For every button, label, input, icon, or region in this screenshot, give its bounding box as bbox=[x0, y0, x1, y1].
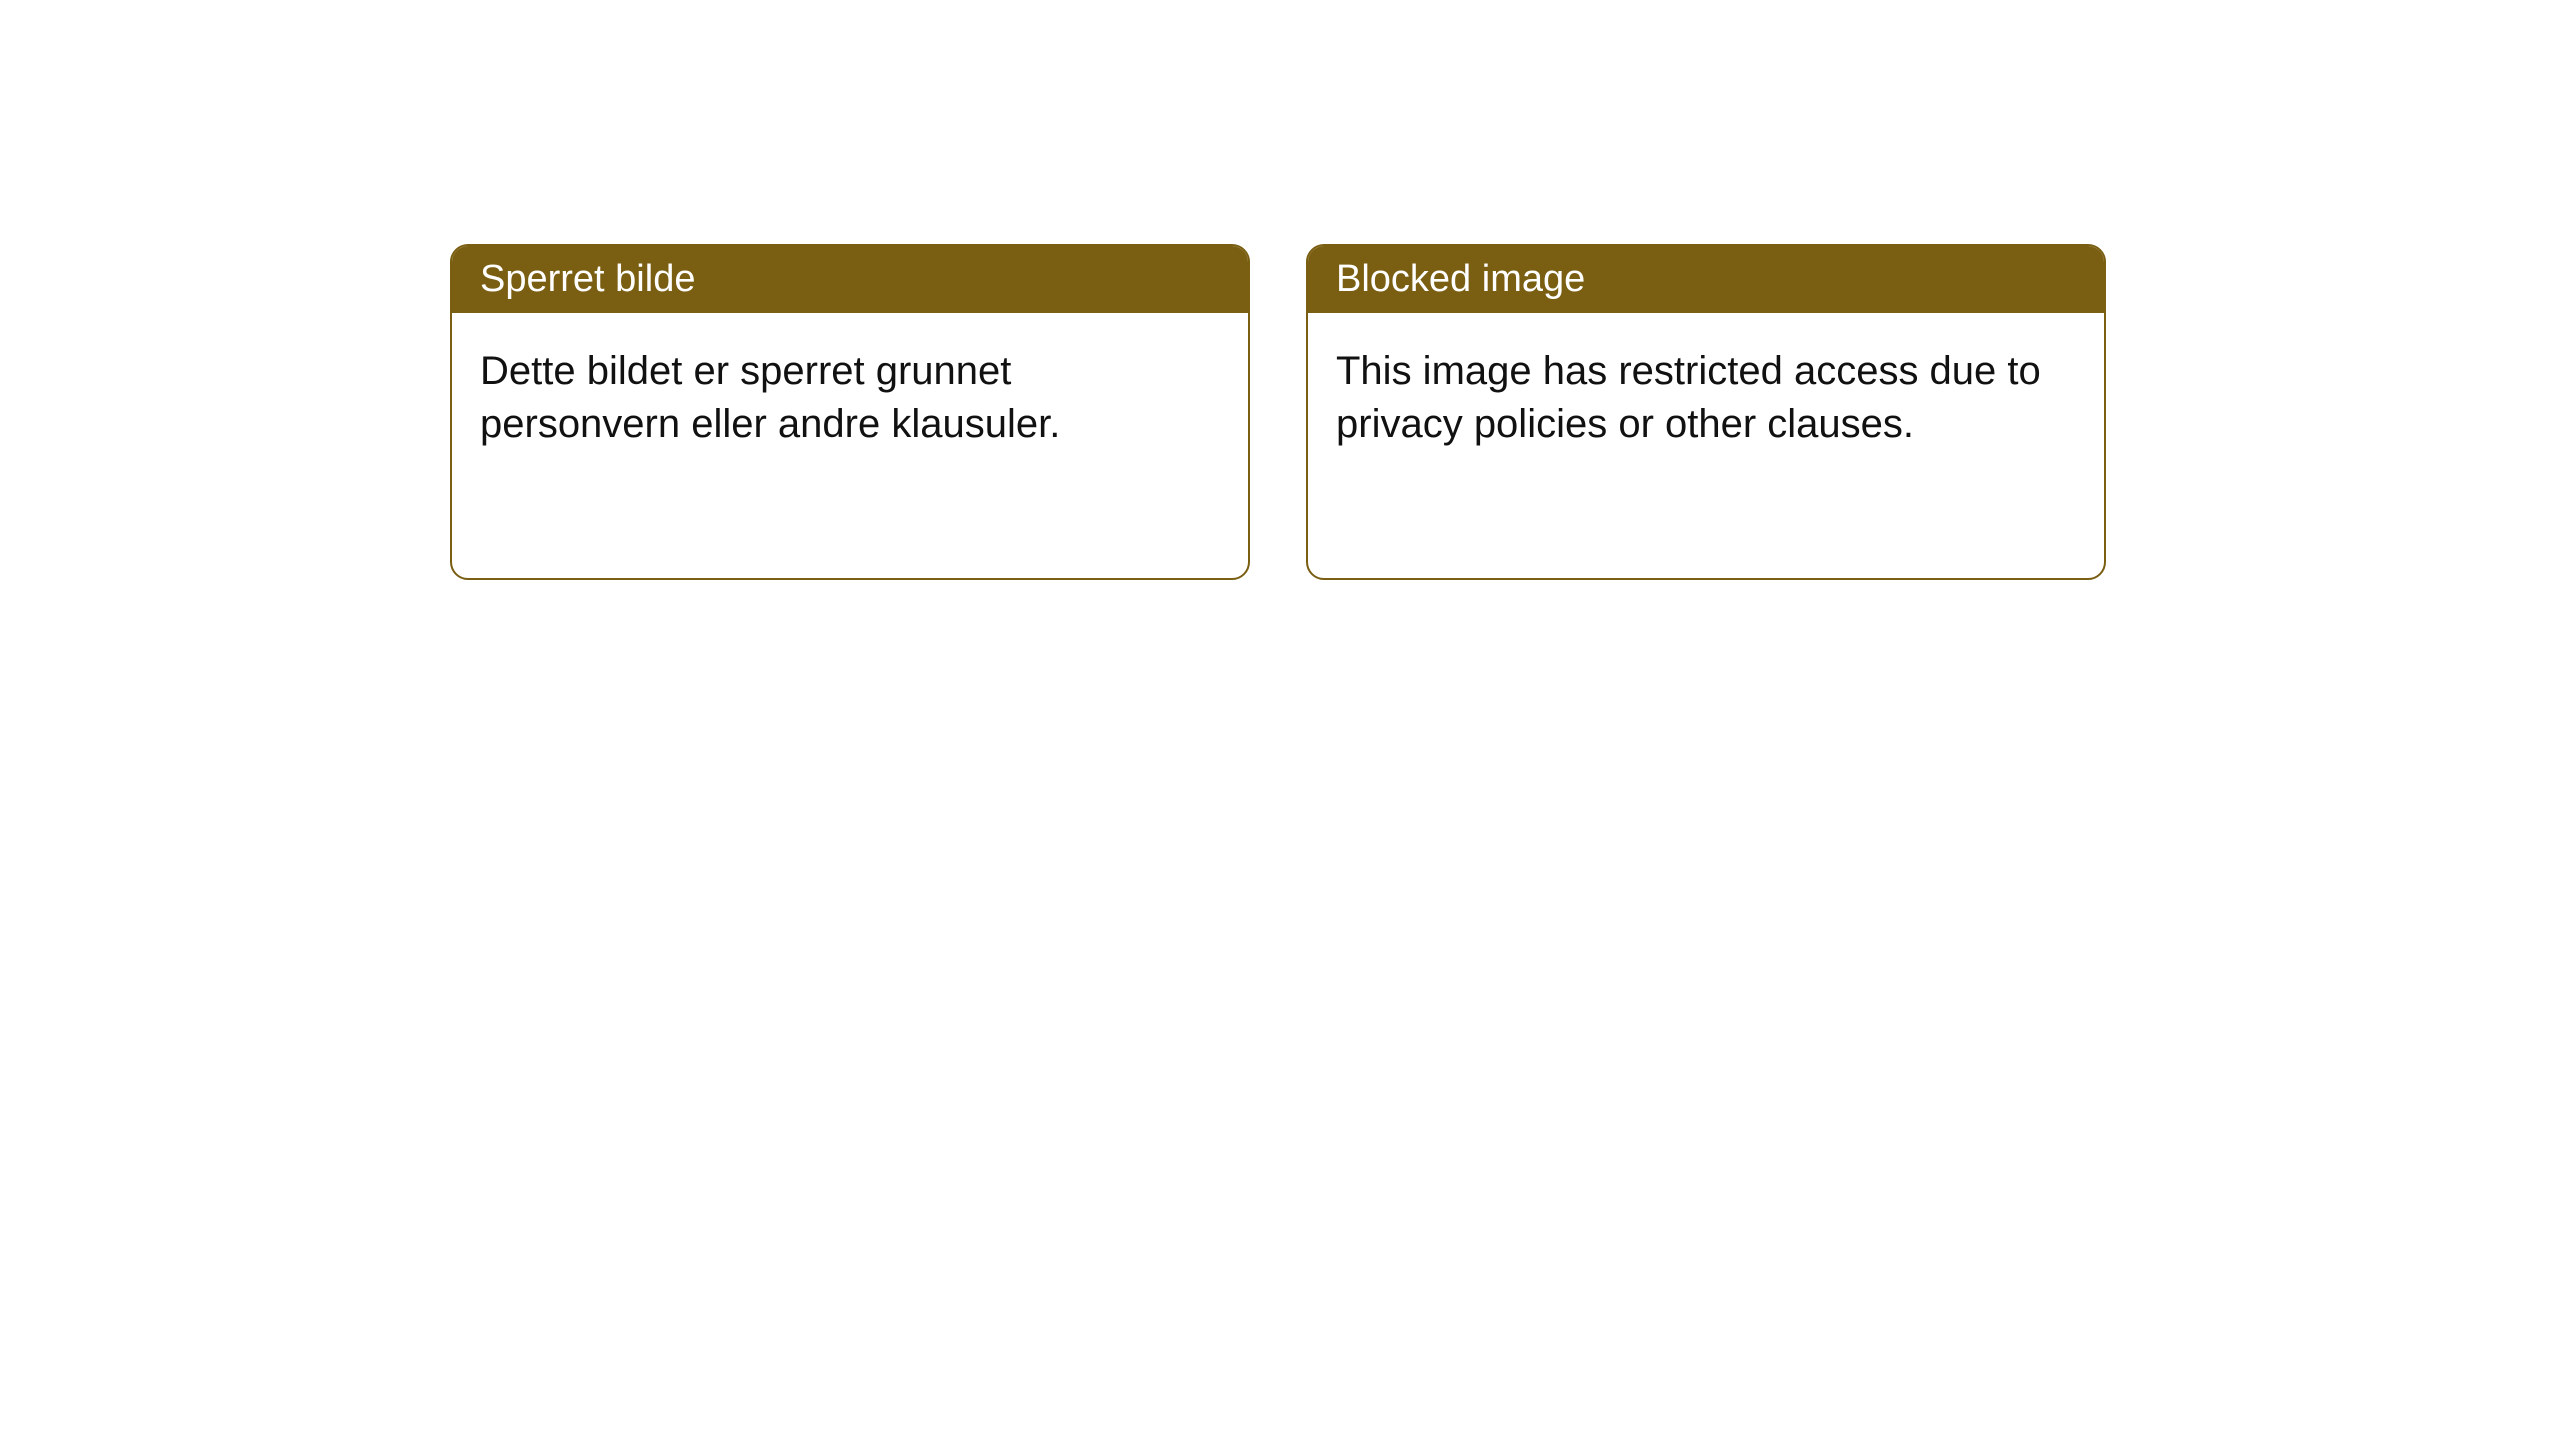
notice-container: Sperret bilde Dette bildet er sperret gr… bbox=[450, 244, 2106, 580]
notice-title: Sperret bilde bbox=[480, 258, 695, 300]
notice-title: Blocked image bbox=[1336, 258, 1585, 300]
notice-card-body: Dette bildet er sperret grunnet personve… bbox=[452, 313, 1248, 483]
notice-body-text: Dette bildet er sperret grunnet personve… bbox=[480, 349, 1060, 446]
notice-body-text: This image has restricted access due to … bbox=[1336, 349, 2041, 446]
notice-card-header: Blocked image bbox=[1308, 246, 2104, 313]
notice-card-english: Blocked image This image has restricted … bbox=[1306, 244, 2106, 580]
notice-card-body: This image has restricted access due to … bbox=[1308, 313, 2104, 483]
notice-card-norwegian: Sperret bilde Dette bildet er sperret gr… bbox=[450, 244, 1250, 580]
notice-card-header: Sperret bilde bbox=[452, 246, 1248, 313]
